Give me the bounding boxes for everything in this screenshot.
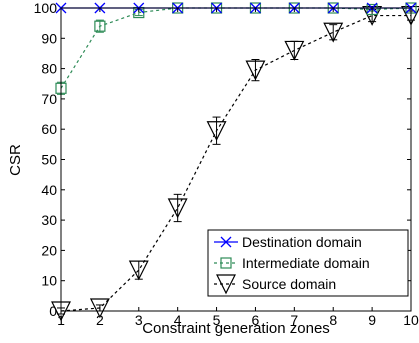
data-point — [167, 198, 188, 219]
data-point — [128, 260, 149, 281]
data-point — [362, 5, 383, 26]
x-tick-label: 8 — [329, 312, 337, 328]
y-axis-label: CSR — [7, 144, 24, 176]
y-tick-label: 20 — [41, 242, 57, 258]
data-point — [401, 5, 419, 26]
data-point — [206, 121, 227, 142]
legend-marker — [220, 236, 232, 248]
y-tick-label: 90 — [41, 30, 57, 46]
y-tick-label: 50 — [41, 152, 57, 168]
x-tick-label: 4 — [174, 312, 182, 328]
legend-box — [207, 229, 409, 297]
x-tick-label: 5 — [213, 312, 221, 328]
legend-label: Destination domain — [242, 234, 362, 250]
x-tick-label: 6 — [252, 312, 260, 328]
data-point — [366, 3, 378, 16]
legend-label: Intermediate domain — [242, 255, 370, 271]
y-tick-label: 0 — [49, 303, 57, 319]
x-tick-label: 3 — [135, 312, 143, 328]
data-point — [284, 40, 305, 61]
x-axis-label: Constraint generation zones — [142, 320, 330, 337]
data-point — [323, 22, 344, 43]
y-tick-label: 30 — [41, 212, 57, 228]
x-tick-label: 1 — [57, 312, 65, 328]
legend-marker — [220, 257, 232, 269]
x-tick-label: 10 — [403, 312, 419, 328]
y-tick-label: 100 — [34, 0, 58, 16]
data-point — [245, 60, 266, 81]
y-tick-label: 60 — [41, 121, 57, 137]
y-tick-label: 10 — [41, 273, 57, 289]
x-tick-label: 9 — [368, 312, 376, 328]
legend-label: Source domain — [242, 276, 336, 292]
legend-marker — [216, 274, 236, 295]
y-tick-label: 70 — [41, 91, 57, 107]
data-point — [89, 298, 110, 319]
y-tick-label: 80 — [41, 61, 57, 77]
data-point — [94, 20, 106, 32]
x-tick-label: 7 — [290, 312, 298, 328]
series-line — [60, 14, 411, 312]
y-tick-label: 40 — [41, 182, 57, 198]
legend: Destination domain Intermediate domain Sou… — [207, 229, 409, 297]
x-tick-label: 2 — [96, 312, 104, 328]
